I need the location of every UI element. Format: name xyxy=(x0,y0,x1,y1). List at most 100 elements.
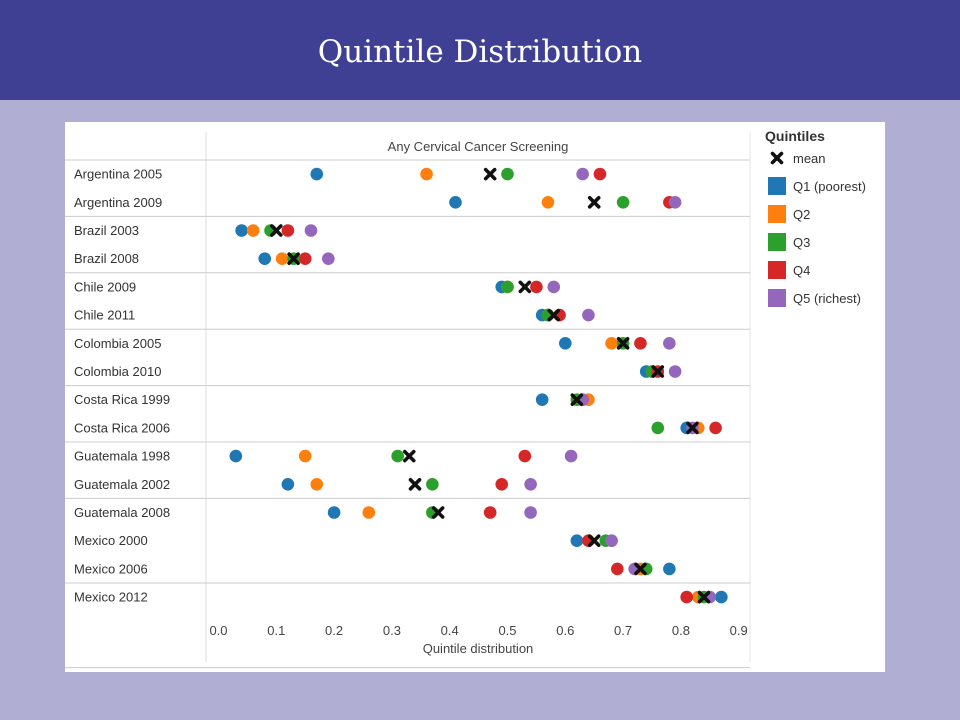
row-label: Colombia 2005 xyxy=(74,336,161,351)
legend-entry: Q1 (poorest) xyxy=(793,179,866,194)
legend-swatch xyxy=(768,233,786,251)
row-label: Chile 2009 xyxy=(74,279,136,294)
data-point xyxy=(281,224,295,237)
data-point xyxy=(524,478,537,491)
slide-header xyxy=(0,0,960,100)
x-tick-label: 0.2 xyxy=(325,623,343,638)
legend-title: Quintiles xyxy=(765,128,825,144)
row-label: Costa Rica 1999 xyxy=(74,392,170,407)
mean-marker xyxy=(697,590,711,604)
data-point xyxy=(310,478,324,491)
legend-entry: Q5 (richest) xyxy=(793,291,861,306)
legend-entry: mean xyxy=(793,151,826,166)
row-labels: Argentina 2005 Argentina 2009 Brazil 2003 B… xyxy=(74,167,170,605)
chart-title: Any Cervical Cancer Screening xyxy=(388,139,569,154)
data-point xyxy=(304,224,318,237)
mean-marker xyxy=(587,534,601,548)
data-point xyxy=(680,590,693,604)
chart-gridlines xyxy=(65,132,751,669)
row-label: Mexico 2000 xyxy=(74,533,148,548)
dot-plot-chart: Any Cervical Cancer Screening Argentina … xyxy=(65,128,866,669)
data-point xyxy=(663,337,676,350)
data-point xyxy=(668,365,682,378)
row-label: Argentina 2009 xyxy=(74,195,162,210)
row-label: Costa Rica 2006 xyxy=(74,420,170,435)
legend-entry: Q2 xyxy=(793,207,810,222)
data-point xyxy=(524,506,537,519)
data-point xyxy=(275,252,289,265)
mean-marker xyxy=(408,477,422,491)
x-tick-label: 0.4 xyxy=(441,623,459,638)
mean-marker xyxy=(287,252,300,265)
data-point xyxy=(258,252,272,265)
mean-marker xyxy=(587,196,601,209)
row-label: Guatemala 2002 xyxy=(74,477,170,492)
data-point xyxy=(298,252,312,265)
x-tick-label: 0.8 xyxy=(672,623,690,638)
x-tick-label: 0.5 xyxy=(498,623,516,638)
data-point xyxy=(547,280,561,294)
data-point xyxy=(616,196,630,209)
mean-marker xyxy=(634,562,647,576)
row-label: Guatemala 2008 xyxy=(74,505,170,520)
x-tick-label: 0.3 xyxy=(383,623,401,638)
data-point xyxy=(501,167,514,181)
row-label: Colombia 2010 xyxy=(74,364,161,379)
row-label: Brazil 2003 xyxy=(74,223,139,238)
data-point xyxy=(559,337,572,350)
data-point xyxy=(663,562,676,576)
data-point xyxy=(495,478,509,491)
mean-marker xyxy=(547,308,561,322)
row-label: Brazil 2008 xyxy=(74,251,139,266)
data-point xyxy=(530,280,543,294)
x-tick-label: 0.9 xyxy=(730,623,748,638)
mean-marker xyxy=(651,365,665,378)
legend-swatch xyxy=(768,205,786,223)
legend: Quintiles mean Q1 (poorest) Q2 Q3 Q4 Q5 (rich… xyxy=(765,128,866,307)
legend-swatch xyxy=(768,261,786,279)
mean-marker xyxy=(616,337,630,350)
data-point xyxy=(420,167,433,181)
x-tick-labels: 0.0 0.1 0.2 0.3 0.4 0.5 0.6 0.7 0.8 0.9 xyxy=(209,623,747,638)
row-label: Argentina 2005 xyxy=(74,167,162,182)
data-point xyxy=(229,449,243,463)
mean-marker xyxy=(431,506,445,519)
slide-title: Quintile Distribution xyxy=(317,34,643,70)
data-point xyxy=(449,196,462,209)
data-point xyxy=(541,196,555,209)
data-point xyxy=(576,167,589,181)
data-points xyxy=(229,167,728,604)
row-label: Mexico 2006 xyxy=(74,561,148,576)
x-tick-label: 0.1 xyxy=(267,623,285,638)
data-point xyxy=(327,506,341,519)
data-point xyxy=(281,478,295,491)
data-point xyxy=(570,534,584,547)
data-point xyxy=(611,562,624,576)
data-point xyxy=(651,421,665,435)
legend-swatch xyxy=(770,151,784,165)
x-axis-label: Quintile distribution xyxy=(423,641,534,656)
x-tick-label: 0.0 xyxy=(209,623,227,638)
data-point xyxy=(483,506,497,519)
data-point xyxy=(391,449,404,463)
data-point xyxy=(605,534,618,547)
x-tick-label: 0.7 xyxy=(614,623,632,638)
data-point xyxy=(310,167,324,181)
data-point xyxy=(715,590,728,604)
data-point xyxy=(322,252,335,265)
mean-marker xyxy=(686,421,699,435)
data-point xyxy=(564,449,578,463)
mean-marker xyxy=(570,393,584,407)
data-point xyxy=(235,224,248,237)
mean-marker xyxy=(270,224,283,237)
data-point xyxy=(246,224,260,237)
data-point xyxy=(605,337,618,350)
x-tick-label: 0.6 xyxy=(556,623,574,638)
data-point xyxy=(501,280,514,294)
chart-panel: Any Cervical Cancer Screening Argentina … xyxy=(65,122,885,672)
data-point xyxy=(634,337,647,350)
data-point xyxy=(582,308,595,322)
data-point xyxy=(518,449,532,463)
mean-marker xyxy=(518,280,532,294)
data-point xyxy=(535,393,549,407)
